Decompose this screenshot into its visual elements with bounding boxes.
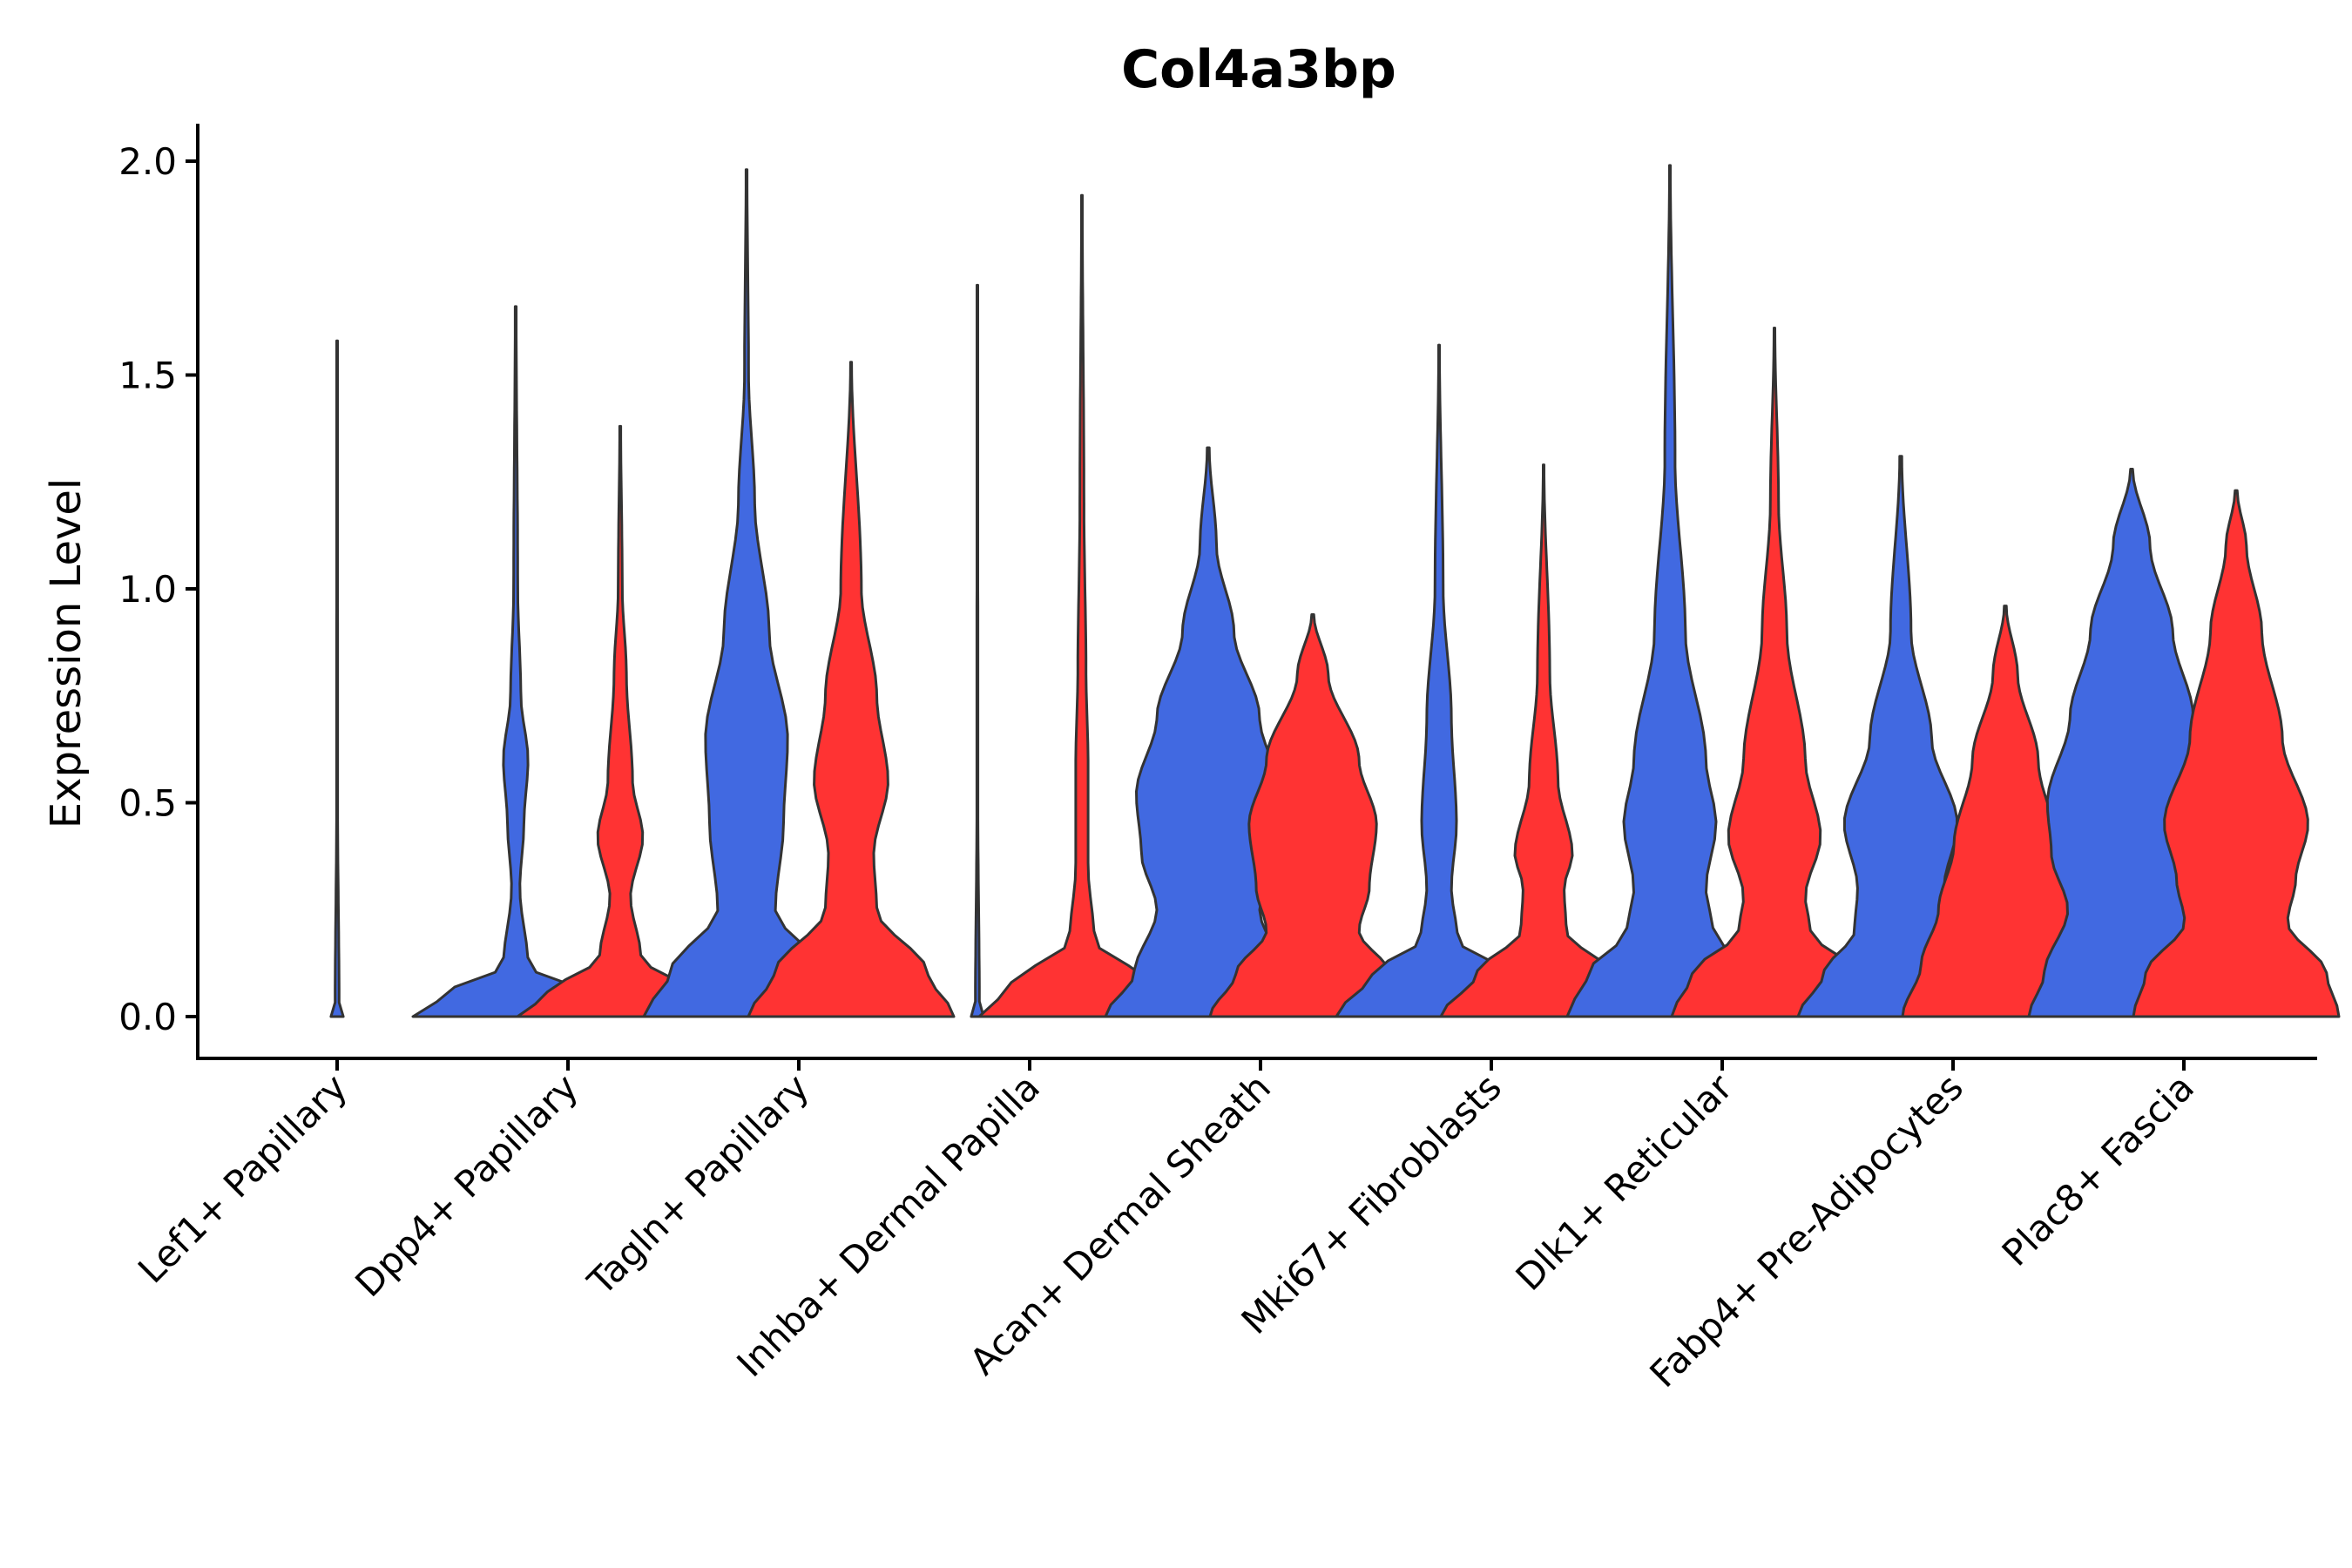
violin-blue-4 [970, 283, 985, 1018]
x-tick-label: Lef1+ Papillary [130, 1065, 355, 1291]
violin-red-5 [1208, 613, 1417, 1018]
violin-blue-2 [411, 305, 620, 1018]
y-tick-label: 1.5 [118, 355, 177, 397]
y-tick-label: 1.0 [118, 568, 177, 611]
violin-red-3 [747, 361, 956, 1018]
violin-blue-7 [1565, 164, 1774, 1018]
violin-blue-6 [1335, 343, 1544, 1018]
x-tick-label: Mki67+ Fibroblasts [1233, 1065, 1510, 1342]
x-tick-label: Dpp4+ Papillary [347, 1065, 586, 1305]
y-tick-label: 0.0 [118, 996, 177, 1038]
x-tick-label: Tagln+ Papillary [579, 1065, 817, 1303]
violin-red-6 [1439, 463, 1648, 1018]
y-axis-label: Expression Level [42, 478, 91, 829]
y-tick-label: 0.5 [118, 782, 177, 825]
violin-red-4 [977, 193, 1186, 1018]
violin-blue-1 [329, 339, 345, 1018]
x-tick-label: Dlk1+ Reticular [1508, 1065, 1741, 1299]
x-tick-label: Plac8+ Fascia [1994, 1065, 2202, 1274]
chart-title: Col4a3bp [1121, 39, 1396, 100]
violin-red-7 [1670, 327, 1879, 1018]
violin-red-2 [516, 424, 725, 1018]
violin-red-9 [2132, 489, 2341, 1018]
violin-blue-3 [642, 168, 851, 1018]
violins-layer [329, 164, 2341, 1018]
y-tick-label: 2.0 [118, 140, 177, 183]
